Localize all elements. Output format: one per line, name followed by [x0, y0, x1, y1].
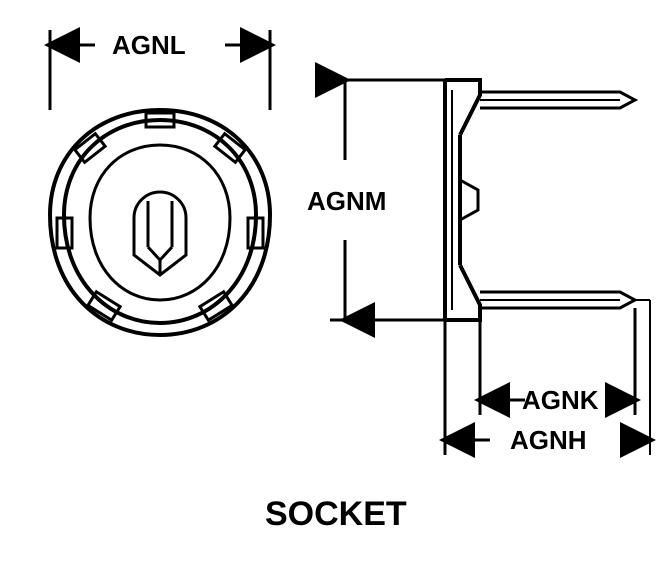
side-view [445, 80, 635, 320]
title: SOCKET [265, 495, 407, 534]
label-agnl: AGNL [112, 30, 186, 61]
label-agnm: AGNM [307, 186, 386, 217]
label-agnh: AGNH [510, 425, 587, 456]
front-view [50, 110, 270, 335]
label-agnk: AGNK [522, 385, 599, 416]
diagram-svg [0, 0, 671, 574]
diagram-container: AGNL AGNM AGNK AGNH SOCKET [0, 0, 671, 574]
